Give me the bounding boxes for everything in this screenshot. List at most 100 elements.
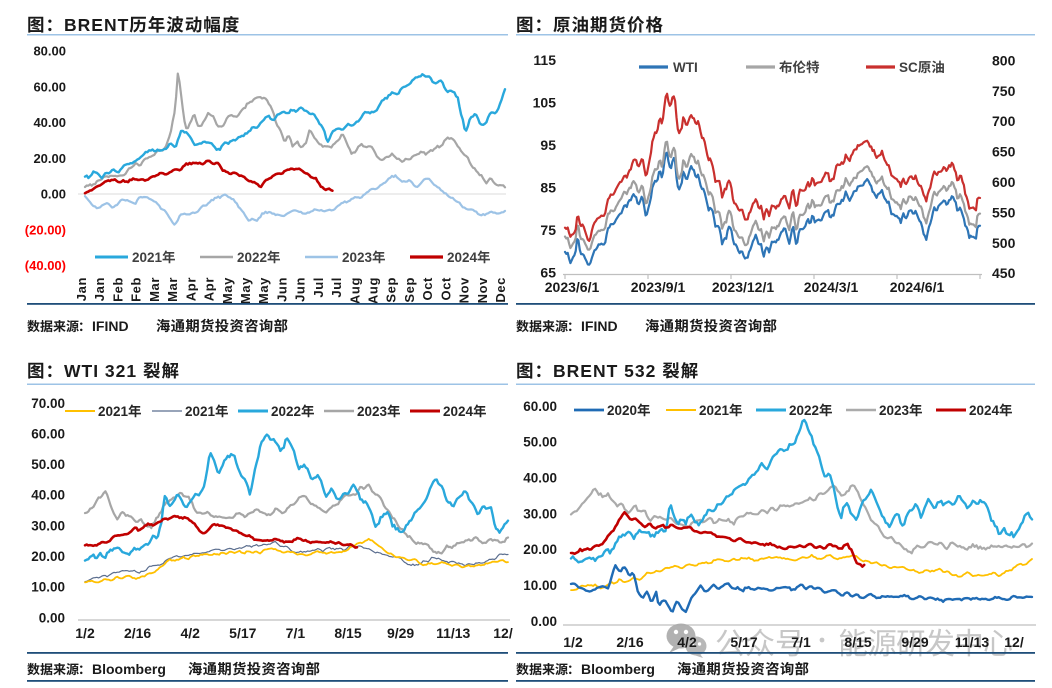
svg-text:Aug: Aug (366, 277, 381, 304)
svg-text:60.00: 60.00 (31, 426, 65, 441)
svg-text:WTI: WTI (673, 60, 698, 75)
svg-text:2023/12/1: 2023/12/1 (712, 279, 774, 295)
svg-text:85: 85 (540, 180, 556, 196)
svg-text:IFIND: IFIND (92, 318, 129, 334)
svg-text:2023/9/1: 2023/9/1 (631, 279, 686, 295)
svg-text:10.00: 10.00 (31, 580, 65, 595)
svg-text:Sep: Sep (402, 277, 417, 303)
svg-text:May: May (256, 277, 271, 304)
svg-text:2024/3/1: 2024/3/1 (804, 279, 859, 295)
svg-text:Dec: Dec (493, 277, 508, 303)
svg-text:8/15: 8/15 (334, 625, 361, 641)
svg-text:1/2: 1/2 (75, 625, 95, 641)
svg-text:2/16: 2/16 (616, 634, 643, 650)
svg-text:11/13: 11/13 (436, 625, 470, 641)
svg-text:11/13: 11/13 (955, 634, 989, 650)
svg-text:Apr: Apr (202, 277, 217, 301)
svg-text:750: 750 (992, 83, 1016, 99)
svg-text:2024/6/1: 2024/6/1 (890, 279, 945, 295)
svg-text:Nov: Nov (475, 277, 490, 304)
svg-text:65: 65 (540, 265, 556, 281)
svg-text:40.00: 40.00 (33, 115, 66, 130)
svg-text:115: 115 (533, 52, 556, 68)
svg-text:9/29: 9/29 (901, 634, 928, 650)
svg-text:2021: 2021 (132, 250, 163, 265)
svg-text:20.00: 20.00 (523, 542, 557, 557)
svg-text:30.00: 30.00 (31, 518, 65, 533)
svg-text:2/16: 2/16 (124, 625, 151, 641)
svg-text:Feb: Feb (110, 277, 125, 302)
svg-text:Sep: Sep (384, 277, 399, 303)
svg-text:0.00: 0.00 (39, 610, 65, 625)
svg-text:BRENT: BRENT (64, 15, 129, 35)
svg-text:4/2: 4/2 (180, 625, 200, 641)
svg-text:Mar: Mar (147, 277, 162, 302)
svg-text:Mar: Mar (165, 277, 180, 302)
svg-text:8/15: 8/15 (844, 634, 871, 650)
svg-text:Oct: Oct (420, 277, 435, 301)
svg-text:60.00: 60.00 (523, 399, 557, 414)
svg-text:Bloomberg: Bloomberg (581, 661, 655, 677)
svg-text:50.00: 50.00 (31, 457, 65, 472)
svg-text:Aug: Aug (347, 277, 362, 304)
svg-text:450: 450 (992, 265, 1016, 281)
svg-text:80.00: 80.00 (33, 44, 66, 59)
svg-text:Jun: Jun (274, 277, 289, 302)
svg-text:Nov: Nov (457, 277, 472, 304)
svg-text:10.00: 10.00 (523, 578, 557, 593)
svg-text:20.00: 20.00 (33, 151, 66, 166)
svg-text:2023/6/1: 2023/6/1 (545, 279, 600, 295)
svg-text:2021: 2021 (98, 404, 129, 419)
svg-text:40.00: 40.00 (31, 488, 65, 503)
svg-text:Jul: Jul (329, 277, 344, 298)
svg-text:Jan: Jan (74, 277, 89, 301)
svg-text:(20.00): (20.00) (25, 222, 66, 237)
svg-text:700: 700 (992, 113, 1016, 129)
svg-text:7/1: 7/1 (791, 634, 811, 650)
svg-text:Feb: Feb (129, 277, 144, 302)
svg-text:5/17: 5/17 (730, 634, 757, 650)
svg-text:2021: 2021 (699, 403, 730, 418)
svg-text:2022: 2022 (271, 404, 301, 419)
svg-text:500: 500 (992, 235, 1016, 251)
svg-text:2022: 2022 (789, 403, 819, 418)
svg-text:95: 95 (540, 137, 556, 153)
svg-text:60.00: 60.00 (33, 79, 66, 94)
svg-text:2023: 2023 (879, 403, 910, 418)
svg-text:5/17: 5/17 (229, 625, 256, 641)
svg-text:9/29: 9/29 (387, 625, 414, 641)
svg-text:IFIND: IFIND (581, 318, 618, 334)
svg-text:2024: 2024 (443, 404, 474, 419)
svg-text:105: 105 (533, 95, 557, 111)
svg-text:40.00: 40.00 (523, 470, 557, 485)
svg-text:30.00: 30.00 (523, 506, 557, 521)
svg-text:12/: 12/ (493, 625, 513, 641)
svg-text:4/2: 4/2 (677, 634, 697, 650)
svg-text:Oct: Oct (438, 277, 453, 301)
svg-text:2022: 2022 (237, 250, 267, 265)
svg-text:Jun: Jun (293, 277, 308, 302)
svg-text:BRENT 532: BRENT 532 (553, 361, 656, 381)
svg-text:50.00: 50.00 (523, 435, 557, 450)
svg-text:2024: 2024 (447, 250, 478, 265)
svg-text:May: May (238, 277, 253, 304)
svg-text:2024: 2024 (969, 403, 1000, 418)
svg-text:(40.00): (40.00) (25, 258, 66, 273)
svg-text:0.00: 0.00 (41, 187, 66, 202)
svg-text:600: 600 (992, 174, 1016, 190)
svg-text:Jan: Jan (92, 277, 107, 301)
svg-text:70.00: 70.00 (31, 396, 65, 411)
svg-text:550: 550 (992, 204, 1016, 220)
svg-text:Apr: Apr (183, 277, 198, 301)
svg-text:SC: SC (899, 60, 918, 75)
svg-text:7/1: 7/1 (286, 625, 306, 641)
svg-text:2021: 2021 (185, 404, 216, 419)
svg-text:0.00: 0.00 (531, 614, 557, 629)
svg-text:800: 800 (992, 52, 1016, 68)
svg-text:12/: 12/ (1004, 634, 1024, 650)
svg-text:20.00: 20.00 (31, 549, 65, 564)
svg-text:2020: 2020 (607, 403, 637, 418)
svg-text:1/2: 1/2 (563, 634, 583, 650)
svg-text:75: 75 (540, 222, 556, 238)
svg-text:Jul: Jul (311, 277, 326, 298)
